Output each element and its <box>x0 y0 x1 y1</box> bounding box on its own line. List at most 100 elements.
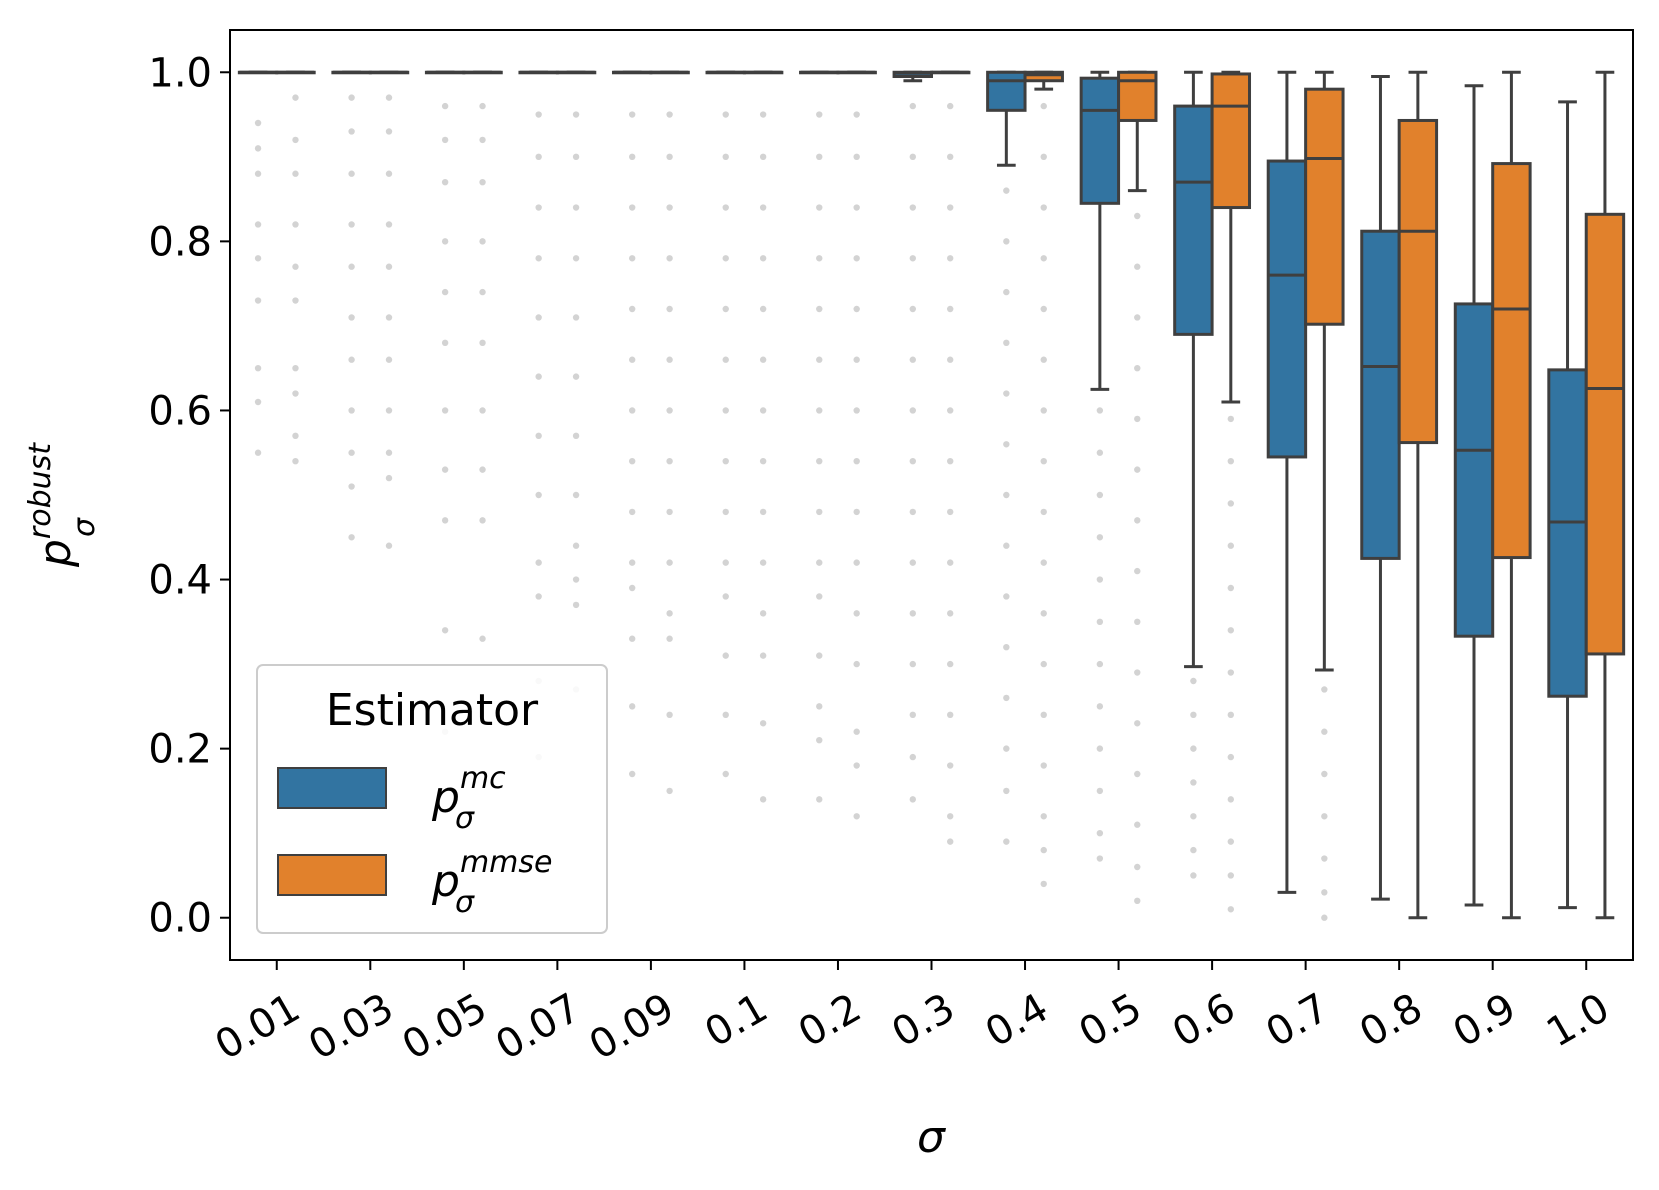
iqr-box <box>986 70 1027 112</box>
outlier-point <box>1227 838 1235 845</box>
outlier-point <box>909 711 916 719</box>
outlier-point <box>722 255 729 262</box>
outlier-point <box>385 94 393 101</box>
box-mmse-0.9 <box>1491 70 1532 920</box>
outlier-point <box>909 407 916 414</box>
x-tick-label: 0.3 <box>884 985 962 1057</box>
outlier-point <box>628 584 636 592</box>
outlier-point <box>535 373 542 380</box>
iqr-box <box>1491 162 1532 560</box>
outlier-point <box>759 407 767 414</box>
outlier-point <box>853 356 860 363</box>
outlier-point <box>1321 728 1328 735</box>
iqr-box <box>1173 104 1214 336</box>
outlier-point <box>666 635 673 642</box>
outlier-point <box>947 204 954 211</box>
outlier-point <box>722 204 729 211</box>
outlier-point <box>535 204 542 211</box>
outlier-point <box>535 314 542 321</box>
outlier-point <box>1134 618 1141 626</box>
outlier-point <box>909 796 916 803</box>
outlier-point <box>628 111 636 118</box>
outlier-point <box>254 255 262 262</box>
box-mmse-0.05 <box>462 70 503 642</box>
outlier-point <box>666 787 673 795</box>
outlier-point <box>1003 838 1010 845</box>
y-axis: 0.0 0.2 0.4 0.6 0.8 1.0 <box>148 50 230 942</box>
outlier-point <box>909 753 916 761</box>
outlier-point <box>572 204 580 211</box>
outlier-point <box>947 407 954 414</box>
outlier-point <box>759 508 767 516</box>
box-mmse-0.7 <box>1304 70 1345 921</box>
outlier-point <box>292 457 299 465</box>
iqr-box <box>1584 212 1626 656</box>
outlier-point <box>1040 660 1047 668</box>
outlier-point <box>479 102 486 110</box>
outlier-point <box>909 204 916 211</box>
outlier-point <box>535 255 542 262</box>
box-mc-0.6 <box>1173 70 1214 879</box>
outlier-point <box>628 457 636 465</box>
outlier-point <box>254 221 262 228</box>
outlier-point <box>816 652 823 659</box>
outlier-point <box>292 221 299 228</box>
outlier-point <box>441 339 449 347</box>
outlier-point <box>666 255 673 262</box>
box-mc-0.1 <box>705 70 746 778</box>
box-mmse-0.1 <box>742 70 784 803</box>
outlier-point <box>816 508 823 516</box>
x-tick-label: 0.9 <box>1446 985 1524 1057</box>
outlier-point <box>1096 534 1104 541</box>
outlier-point <box>348 449 355 456</box>
outlier-point <box>909 508 916 516</box>
outlier-point <box>1003 390 1010 397</box>
outlier-point <box>1040 407 1047 414</box>
outlier-point <box>1134 314 1141 321</box>
outlier-point <box>853 305 860 313</box>
outlier-point <box>816 153 823 161</box>
svg-text:probust: probust <box>23 442 81 568</box>
outlier-point <box>1040 880 1047 888</box>
outlier-point <box>1190 846 1197 854</box>
outlier-point <box>1040 762 1047 769</box>
outlier-point <box>1096 576 1104 583</box>
outlier-point <box>441 466 449 473</box>
outlier-point <box>441 407 449 414</box>
outlier-point <box>816 204 823 211</box>
outlier-point <box>348 263 355 270</box>
y-tick-label: 0.2 <box>148 727 212 773</box>
legend-swatch-mc <box>277 767 387 809</box>
outlier-point <box>666 559 673 566</box>
outlier-point <box>254 449 262 456</box>
outlier-point <box>722 770 729 778</box>
outlier-point <box>947 559 954 566</box>
outlier-point <box>816 559 823 566</box>
outlier-point <box>385 170 393 177</box>
outlier-point <box>628 305 636 313</box>
outlier-point <box>1003 441 1010 448</box>
outlier-point <box>722 652 729 659</box>
x-tick-label: 0.01 <box>208 985 308 1069</box>
box-mmse-0.2 <box>836 70 877 820</box>
outlier-point <box>479 178 486 186</box>
outlier-point <box>1227 872 1235 879</box>
y-tick-label: 0.0 <box>148 896 212 942</box>
outlier-point <box>666 457 673 465</box>
x-tick-label: 0.6 <box>1165 985 1243 1057</box>
outlier-point <box>628 153 636 161</box>
outlier-point <box>572 432 580 440</box>
outlier-point <box>1134 212 1141 220</box>
outlier-point <box>909 255 916 262</box>
box-mmse-0.03 <box>368 70 410 549</box>
outlier-point <box>853 813 860 820</box>
box-mc-0.07 <box>518 70 559 761</box>
outlier-point <box>947 508 954 516</box>
outlier-point <box>1003 339 1010 347</box>
outlier-point <box>759 457 767 465</box>
outlier-point <box>1040 508 1047 516</box>
outlier-point <box>1134 720 1141 727</box>
outlier-point <box>759 305 767 313</box>
outlier-point <box>1040 305 1047 313</box>
